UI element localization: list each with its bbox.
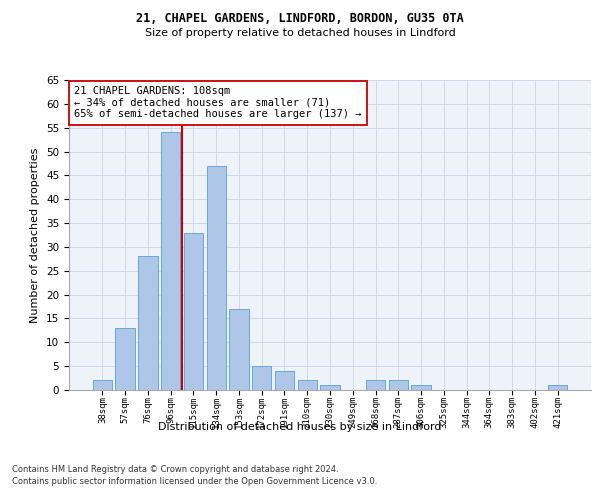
Bar [93,380,112,390]
Bar [229,309,248,390]
Bar [389,380,408,390]
Bar [320,385,340,390]
Bar [184,232,203,390]
Text: Size of property relative to detached houses in Lindford: Size of property relative to detached ho… [145,28,455,38]
Text: 21, CHAPEL GARDENS, LINDFORD, BORDON, GU35 0TA: 21, CHAPEL GARDENS, LINDFORD, BORDON, GU… [136,12,464,26]
Bar [366,380,385,390]
Text: Contains HM Land Registry data © Crown copyright and database right 2024.: Contains HM Land Registry data © Crown c… [12,465,338,474]
Y-axis label: Number of detached properties: Number of detached properties [31,148,40,322]
Text: Contains public sector information licensed under the Open Government Licence v3: Contains public sector information licen… [12,478,377,486]
Bar [115,328,135,390]
Bar [298,380,317,390]
Bar [206,166,226,390]
Bar [138,256,158,390]
Bar [275,371,294,390]
Text: 21 CHAPEL GARDENS: 108sqm
← 34% of detached houses are smaller (71)
65% of semi-: 21 CHAPEL GARDENS: 108sqm ← 34% of detac… [74,86,362,120]
Bar [161,132,181,390]
Bar [252,366,271,390]
Bar [548,385,567,390]
Text: Distribution of detached houses by size in Lindford: Distribution of detached houses by size … [158,422,442,432]
Bar [412,385,431,390]
